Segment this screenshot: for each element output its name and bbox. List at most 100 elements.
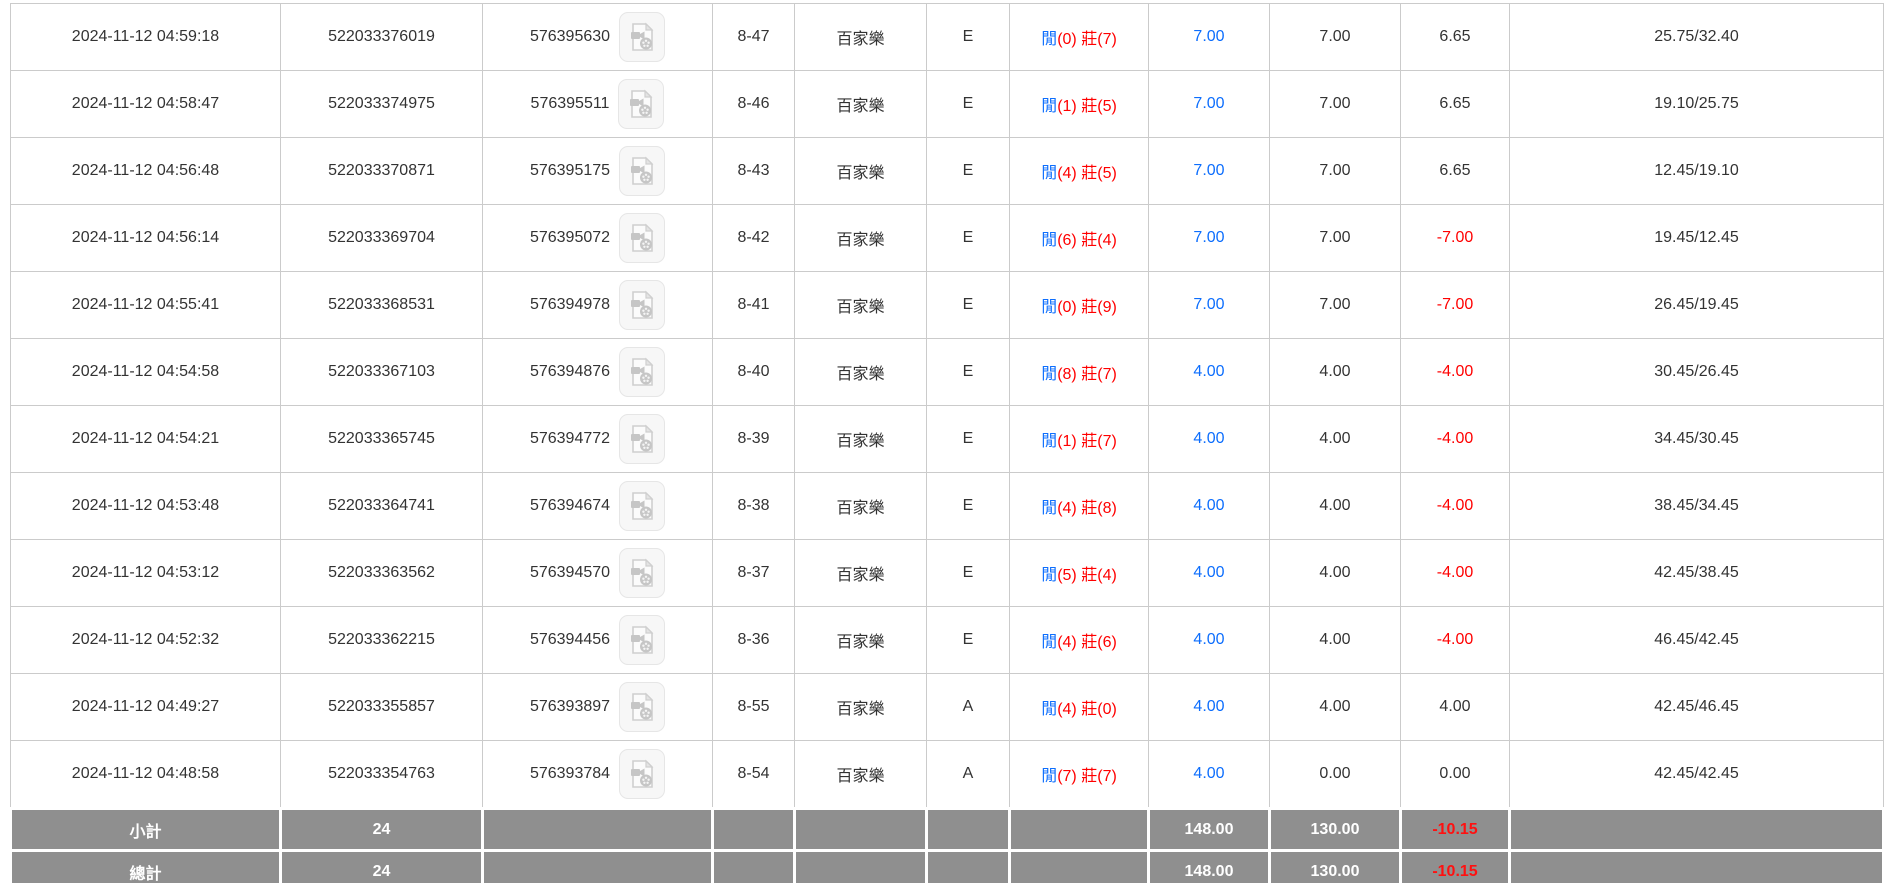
game-name-cell: 百家樂 <box>794 338 927 406</box>
banker-result-score: (7) <box>1097 433 1117 450</box>
balance-cell: 34.45/30.45 <box>1509 405 1884 473</box>
balance-cell: 38.45/34.45 <box>1509 472 1884 540</box>
player-result-label: 閒 <box>1041 634 1058 651</box>
game-name-cell: 百家樂 <box>794 740 927 809</box>
banker-result-score: (8) <box>1097 500 1117 517</box>
balance-cell: 42.45/46.45 <box>1509 673 1884 741</box>
round-id-text: 576394876 <box>529 363 611 380</box>
table-round-cell: 8-36 <box>712 606 795 674</box>
banker-result-score: (4) <box>1097 567 1117 584</box>
win-loss-cell: -7.00 <box>1400 271 1510 339</box>
replay-video-icon[interactable] <box>618 79 665 129</box>
bet-amount-link[interactable]: 4.00 <box>1148 472 1270 540</box>
player-result-score: (4) <box>1057 634 1077 651</box>
valid-amount-cell: 4.00 <box>1269 405 1401 473</box>
total-empty-cell <box>925 849 1011 883</box>
result-cell: 閒(4) 莊(0) <box>1009 673 1149 741</box>
grade-cell: E <box>926 271 1010 339</box>
replay-video-icon[interactable] <box>619 481 666 531</box>
valid-amount-cell: 7.00 <box>1269 70 1401 138</box>
balance-cell: 12.45/19.10 <box>1509 137 1884 205</box>
table-round-cell: 8-46 <box>712 70 795 138</box>
round-id-cell: 576395511 <box>482 70 713 138</box>
subtotal-empty-cell <box>481 807 714 852</box>
banker-result-label: 莊 <box>1081 299 1098 316</box>
valid-amount-cell: 7.00 <box>1269 204 1401 272</box>
bet-time-cell: 2024-11-12 04:56:14 <box>10 204 281 272</box>
balance-cell: 19.10/25.75 <box>1509 70 1884 138</box>
game-name-cell: 百家樂 <box>794 3 927 71</box>
banker-result-label: 莊 <box>1081 366 1098 383</box>
table-round-cell: 8-42 <box>712 204 795 272</box>
win-loss-cell: -7.00 <box>1400 204 1510 272</box>
balance-cell: 42.45/38.45 <box>1509 539 1884 607</box>
valid-amount-cell: 7.00 <box>1269 271 1401 339</box>
banker-result-label: 莊 <box>1081 500 1098 517</box>
bet-amount-link[interactable]: 7.00 <box>1148 137 1270 205</box>
round-id-cell: 576395072 <box>482 204 713 272</box>
subtotal-winloss-total: -10.15 <box>1399 807 1511 852</box>
replay-video-icon[interactable] <box>619 347 666 397</box>
game-name-cell: 百家樂 <box>794 539 927 607</box>
replay-video-icon[interactable] <box>619 146 666 196</box>
result-cell: 閒(5) 莊(4) <box>1009 539 1149 607</box>
table-row: 2024-11-12 04:54:21 522033365745 5763947… <box>10 405 1884 473</box>
round-id-text: 576395511 <box>530 95 610 112</box>
table-row: 2024-11-12 04:55:41 522033368531 5763949… <box>10 271 1884 339</box>
table-round-cell: 8-55 <box>712 673 795 741</box>
bet-amount-link[interactable]: 4.00 <box>1148 405 1270 473</box>
bet-amount-link[interactable]: 7.00 <box>1148 271 1270 339</box>
table-round-cell: 8-40 <box>712 338 795 406</box>
round-id-cell: 576394674 <box>482 472 713 540</box>
bet-amount-link[interactable]: 4.00 <box>1148 606 1270 674</box>
replay-video-icon[interactable] <box>619 615 666 665</box>
bet-amount-link[interactable]: 7.00 <box>1148 3 1270 71</box>
bet-amount-link[interactable]: 7.00 <box>1148 70 1270 138</box>
replay-video-icon[interactable] <box>619 682 666 732</box>
total-label: 總計 <box>9 849 282 883</box>
bet-amount-link[interactable]: 4.00 <box>1148 338 1270 406</box>
valid-amount-cell: 7.00 <box>1269 137 1401 205</box>
win-loss-cell: -4.00 <box>1400 472 1510 540</box>
valid-amount-cell: 0.00 <box>1269 740 1401 809</box>
bet-amount-link[interactable]: 4.00 <box>1148 673 1270 741</box>
bet-id-cell: 522033364741 <box>280 472 483 540</box>
valid-amount-cell: 7.00 <box>1269 3 1401 71</box>
replay-video-icon[interactable] <box>619 12 666 62</box>
bet-id-cell: 522033367103 <box>280 338 483 406</box>
player-result-score: (4) <box>1057 701 1077 718</box>
bet-amount-link[interactable]: 4.00 <box>1148 740 1270 809</box>
table-round-cell: 8-39 <box>712 405 795 473</box>
banker-result-score: (5) <box>1097 98 1117 115</box>
replay-video-icon[interactable] <box>619 213 666 263</box>
round-id-text: 576394772 <box>529 430 611 447</box>
table-row: 2024-11-12 04:49:27 522033355857 5763938… <box>10 673 1884 741</box>
replay-video-icon[interactable] <box>619 749 666 799</box>
replay-video-icon[interactable] <box>619 280 666 330</box>
bet-time-cell: 2024-11-12 04:53:12 <box>10 539 281 607</box>
round-id-text: 576393784 <box>529 765 611 782</box>
result-cell: 閒(4) 莊(5) <box>1009 137 1149 205</box>
banker-result-label: 莊 <box>1081 634 1098 651</box>
player-result-score: (4) <box>1057 500 1077 517</box>
video-document-icon <box>630 625 653 654</box>
grade-cell: E <box>926 405 1010 473</box>
bet-amount-link[interactable]: 7.00 <box>1148 204 1270 272</box>
round-id-cell: 576393784 <box>482 740 713 809</box>
banker-result-score: (9) <box>1097 299 1117 316</box>
win-loss-cell: 6.65 <box>1400 137 1510 205</box>
video-document-icon <box>630 156 653 185</box>
result-cell: 閒(4) 莊(6) <box>1009 606 1149 674</box>
replay-video-icon[interactable] <box>619 414 666 464</box>
player-result-label: 閒 <box>1041 299 1058 316</box>
total-valid-total: 130.00 <box>1268 849 1402 883</box>
game-name-cell: 百家樂 <box>794 673 927 741</box>
bet-id-cell: 522033370871 <box>280 137 483 205</box>
replay-video-icon[interactable] <box>619 548 666 598</box>
subtotal-valid-total: 130.00 <box>1268 807 1402 852</box>
bet-amount-link[interactable]: 4.00 <box>1148 539 1270 607</box>
round-id-text: 576395072 <box>529 229 611 246</box>
banker-result-label: 莊 <box>1081 31 1098 48</box>
grade-cell: E <box>926 137 1010 205</box>
subtotal-bet-total: 148.00 <box>1147 807 1271 852</box>
